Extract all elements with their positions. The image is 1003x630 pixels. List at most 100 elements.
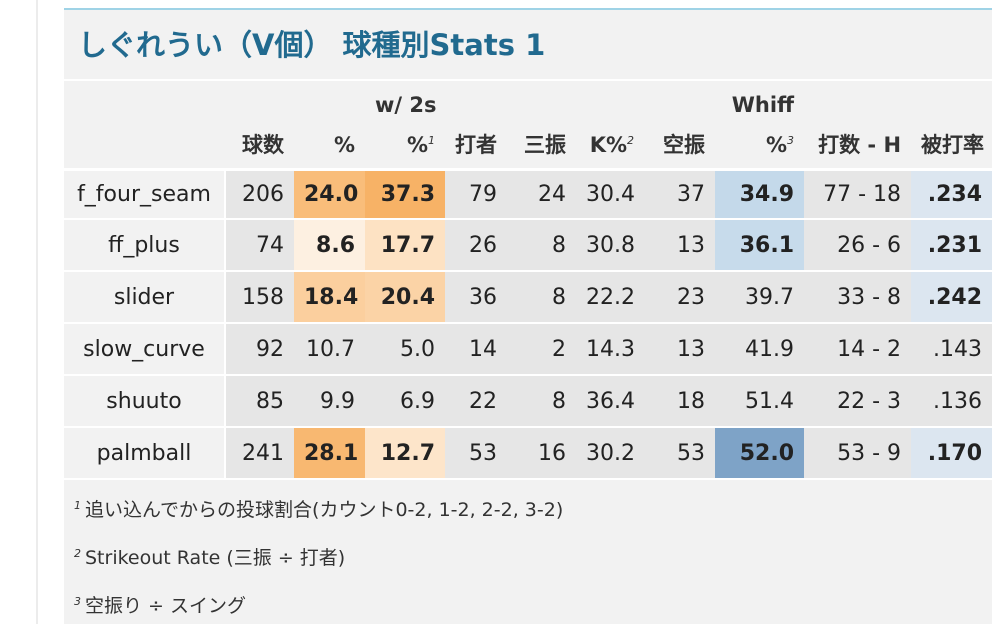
table-row: slow_curve 92 10.7 5.0 14 2 14.3 13 41.9 14 - 2.1… <box>64 324 993 376</box>
pitch-name-cell: slider <box>64 272 226 324</box>
footnote-mark: 1 <box>428 134 436 147</box>
cell-k: 24 <box>507 168 577 220</box>
column-group-header-row: w/ 2s Whiff <box>64 90 992 120</box>
column-header-count: 球数 <box>242 133 284 157</box>
cell-k-pct: 22.2 <box>576 272 645 324</box>
cell-whiff-pct: 51.4 <box>715 376 805 428</box>
pitch-name-cell: slow_curve <box>64 324 226 376</box>
panel-top-accent <box>64 8 992 10</box>
table-title: しぐれうい（V個） 球種別Stats 1 <box>78 28 546 62</box>
cell-ab-h: 53 - 9 <box>804 428 912 480</box>
cell-pct: 28.1 <box>294 428 366 480</box>
table-row: ff_plus 74 8.6 17.7 26 8 30.8 13 36.1 26 - 6.231 <box>64 220 993 272</box>
cell-avg: .136 <box>911 376 993 428</box>
column-header-batters: 打者 <box>455 133 498 157</box>
cell-pct: 9.9 <box>294 376 366 428</box>
column-header-strikeouts: 三振 <box>524 133 567 157</box>
column-header <box>64 120 226 168</box>
column-header-w2s-pct: %1 <box>406 133 436 157</box>
pitch-name-cell: ff_plus <box>64 220 226 272</box>
cell-w2s-pct: 20.4 <box>365 272 446 324</box>
stats-panel: しぐれうい（V個） 球種別Stats 1 w/ 2s Whiff 球数 % %1… <box>64 8 993 624</box>
cell-w2s-pct: 5.0 <box>365 324 446 376</box>
cell-avg: .234 <box>911 168 993 220</box>
footnote: 2 Strikeout Rate (三振 ÷ 打者) <box>74 546 346 569</box>
cell-batters: 36 <box>445 272 508 324</box>
cell-k: 8 <box>507 376 577 428</box>
table-body: f_four_seam 206 24.0 37.3 79 24 30.4 37 34.9 77 -… <box>64 168 993 480</box>
cell-avg: .143 <box>911 324 993 376</box>
cell-whiff-pct: 39.7 <box>715 272 805 324</box>
cell-w2s-pct: 6.9 <box>365 376 446 428</box>
table-row: shuuto 85 9.9 6.9 22 8 36.4 18 51.4 22 - 3.136 <box>64 376 993 428</box>
cell-count: 85 <box>226 376 294 428</box>
pitch-name-cell: f_four_seam <box>64 168 226 220</box>
cell-k: 8 <box>507 272 577 324</box>
footnote: 1 追い込んでからの投球割合(カウント0-2, 1-2, 2-2, 3-2) <box>74 498 564 521</box>
footnote-mark: 2 <box>627 134 635 147</box>
title-divider <box>64 79 992 81</box>
cell-count: 158 <box>226 272 294 324</box>
pitch-name-cell: shuuto <box>64 376 226 428</box>
cell-whiffs: 23 <box>644 272 716 324</box>
cell-k-pct: 30.2 <box>576 428 645 480</box>
cell-k: 16 <box>507 428 577 480</box>
cell-ab-h: 22 - 3 <box>804 376 912 428</box>
cell-w2s-pct: 17.7 <box>365 220 446 272</box>
cell-whiffs: 13 <box>644 220 716 272</box>
group-header-whiff: Whiff <box>731 93 795 117</box>
cell-k: 2 <box>507 324 577 376</box>
table-row: slider 158 18.4 20.4 36 8 22.2 23 39.7 33 - 8.242 <box>64 272 993 324</box>
cell-batters: 53 <box>445 428 508 480</box>
table-row: f_four_seam 206 24.0 37.3 79 24 30.4 37 34.9 77 -… <box>64 168 993 220</box>
cell-whiff-pct: 36.1 <box>715 220 805 272</box>
column-header-whiffs: 空振 <box>663 133 706 157</box>
cell-pct: 24.0 <box>294 168 366 220</box>
cell-count: 241 <box>226 428 294 480</box>
cell-count: 92 <box>226 324 294 376</box>
cell-pct: 18.4 <box>294 272 366 324</box>
cell-w2s-pct: 37.3 <box>365 168 446 220</box>
cell-ab-h: 26 - 6 <box>804 220 912 272</box>
column-header-k-pct: K%2 <box>589 133 635 157</box>
cell-whiff-pct: 41.9 <box>715 324 805 376</box>
page-left-rule <box>36 0 38 624</box>
cell-whiffs: 37 <box>644 168 716 220</box>
cell-ab-h: 33 - 8 <box>804 272 912 324</box>
pitch-stats-table: w/ 2s Whiff 球数 % %1 打者 三振 K%2 空振 %3 打数 -… <box>64 90 993 480</box>
cell-whiff-pct: 34.9 <box>715 168 805 220</box>
column-header-avg: 被打率 <box>921 133 985 157</box>
cell-avg: .242 <box>911 272 993 324</box>
cell-k-pct: 30.4 <box>576 168 645 220</box>
cell-k-pct: 14.3 <box>576 324 645 376</box>
cell-pct: 10.7 <box>294 324 366 376</box>
cell-batters: 22 <box>445 376 508 428</box>
cell-whiffs: 13 <box>644 324 716 376</box>
cell-pct: 8.6 <box>294 220 366 272</box>
cell-avg: .231 <box>911 220 993 272</box>
cell-k-pct: 36.4 <box>576 376 645 428</box>
table-row: palmball 241 28.1 12.7 53 16 30.2 53 52.0 53 - 9.… <box>64 428 993 480</box>
cell-count: 74 <box>226 220 294 272</box>
cell-k-pct: 30.8 <box>576 220 645 272</box>
cell-w2s-pct: 12.7 <box>365 428 446 480</box>
cell-ab-h: 14 - 2 <box>804 324 912 376</box>
column-header-ab-h: 打数 - H <box>818 133 902 157</box>
column-header-pct: % <box>333 133 356 157</box>
cell-whiff-pct: 52.0 <box>715 428 805 480</box>
group-header-w2s: w/ 2s <box>375 93 437 117</box>
footnote: 3 空振り ÷ スイング <box>74 594 246 617</box>
cell-count: 206 <box>226 168 294 220</box>
pitch-name-cell: palmball <box>64 428 226 480</box>
cell-whiffs: 18 <box>644 376 716 428</box>
cell-avg: .170 <box>911 428 993 480</box>
cell-k: 8 <box>507 220 577 272</box>
cell-batters: 14 <box>445 324 508 376</box>
column-header-row: 球数 % %1 打者 三振 K%2 空振 %3 打数 - H 被打率 <box>64 120 992 168</box>
cell-batters: 79 <box>445 168 508 220</box>
cell-batters: 26 <box>445 220 508 272</box>
column-header-whiff-pct: %3 <box>765 133 795 157</box>
footnote-mark: 3 <box>787 134 795 147</box>
cell-whiffs: 53 <box>644 428 716 480</box>
